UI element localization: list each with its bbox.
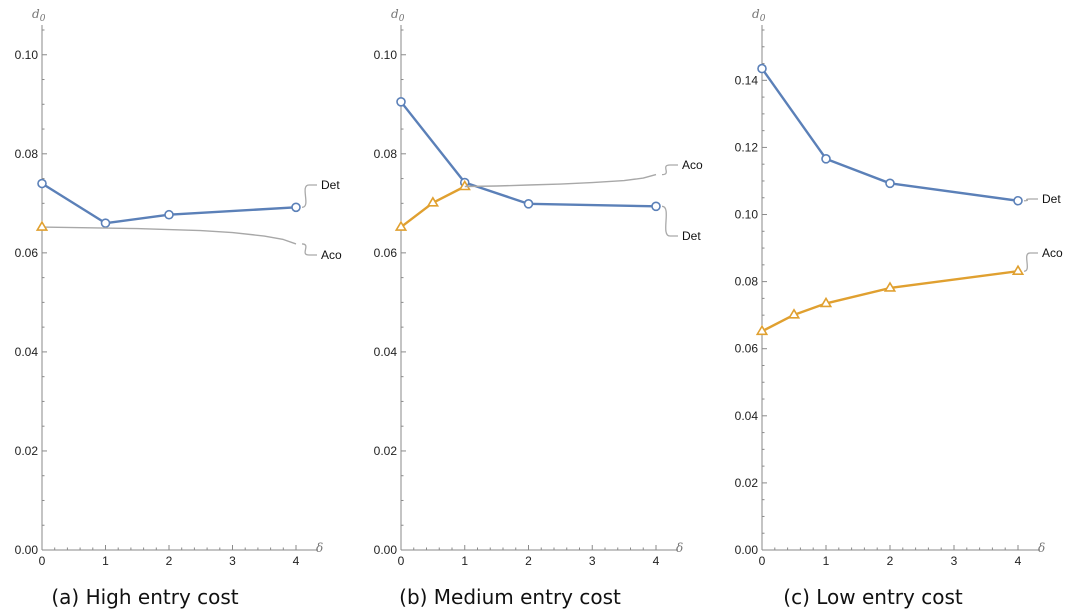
aco-series-line [761,270,1019,333]
y-axis-title: d0 [32,7,46,24]
aco-series-label: Aco [1042,246,1063,260]
x-tick-label: 1 [461,554,468,568]
y-tick-label: 0.06 [15,246,39,260]
det-series-point [291,202,301,213]
panel-caption: (c) Low entry cost [783,585,963,609]
y-tick-label: 0.08 [735,275,759,289]
y-tick-label: 0.12 [735,140,759,154]
det-series-point [821,154,831,164]
y-tick-label: 0.02 [735,476,759,490]
y-tick-label: 0.10 [735,208,759,222]
aco-series-point [883,281,897,292]
panel-c: 0 1 2 3 4 0.00 0.02 0.04 0.06 0.08 0.10 0.12 0.14 d0 δ… [735,7,1063,609]
panel-caption: (b) Medium entry cost [399,585,621,609]
det-series-point [885,178,895,189]
x-tick-label: 1 [102,554,109,568]
x-tick-label: 0 [39,554,46,568]
det-series-point [757,63,767,74]
panel-a: 0 1 2 3 4 0.00 0.02 0.04 0.06 0.08 0.10 d0 δ Det Aco (a… [15,7,342,609]
det-series-point [523,199,534,209]
x-axis-title: δ [316,541,323,555]
x-axis-title: δ [1038,541,1045,555]
det-series-point [651,201,661,212]
det-series-line [761,67,1019,202]
y-tick-label: 0.00 [374,543,398,557]
unlabeled-series-point [458,179,471,191]
det-series-point [37,178,47,189]
x-tick-label: 2 [887,554,894,568]
x-tick-label: 4 [1015,554,1022,568]
x-tick-label: 3 [229,554,236,568]
y-tick-label: 0.04 [374,345,398,359]
x-tick-label: 4 [653,554,660,568]
unlabeled-series-point [394,220,408,231]
unlabeled-series-line [400,185,466,229]
y-tick-label: 0.04 [15,345,39,359]
x-axis-title: δ [676,541,683,555]
y-tick-label: 0.00 [15,543,39,557]
x-tick-label: 3 [589,554,596,568]
x-tick-label: 2 [166,554,173,568]
x-tick-label: 0 [398,554,405,568]
x-tick-label: 1 [823,554,830,568]
y-axis-title: d0 [752,7,766,24]
det-series-label-leader [301,184,317,208]
det-series-point [164,209,174,220]
det-series-line [41,182,297,225]
y-tick-label: 0.04 [735,409,759,423]
aco-series-point [755,324,769,336]
y-tick-label: 0.00 [735,543,759,557]
aco-series-label: Aco [321,248,342,262]
y-tick-label: 0.08 [374,147,398,161]
y-tick-label: 0.06 [735,342,759,356]
panel-caption: (a) High entry cost [51,585,238,609]
aco-series-point [787,308,801,319]
y-tick-label: 0.10 [15,48,39,62]
x-tick-label: 0 [759,554,766,568]
panel-b: 0 1 2 3 4 0.00 0.02 0.04 0.06 0.08 0.10 d0 δ Det Aco (b… [374,7,703,609]
det-series-point [396,97,406,107]
det-series-label: Det [1042,192,1061,206]
aco-series-label-leader [1023,252,1038,272]
y-tick-label: 0.02 [15,444,39,458]
det-series-point [100,218,111,228]
det-series-line [400,101,657,208]
aco-series-line [464,173,657,188]
y-tick-label: 0.02 [374,444,398,458]
aco-series-label-leader [301,243,317,256]
aco-series-point [819,296,833,308]
y-tick-label: 0.06 [374,246,398,260]
aco-series-point [1011,264,1025,276]
y-tick-label: 0.10 [374,48,398,62]
x-tick-label: 4 [293,554,300,568]
det-series-label: Det [682,229,701,243]
y-tick-label: 0.14 [735,73,759,87]
y-tick-label: 0.08 [15,147,39,161]
aco-series-label-leader [661,164,678,176]
y-axis-title: d0 [391,7,405,24]
aco-series-label: Aco [682,158,703,172]
det-series-label-leader [661,205,678,237]
x-tick-label: 3 [951,554,958,568]
unlabeled-series-point [426,196,440,207]
x-tick-label: 2 [525,554,532,568]
det-series-point [1013,195,1023,206]
aco-series-line [41,226,297,245]
unlabeled-series-point [35,220,49,231]
det-series-label: Det [321,178,340,192]
det-series-label-leader [1023,198,1038,202]
